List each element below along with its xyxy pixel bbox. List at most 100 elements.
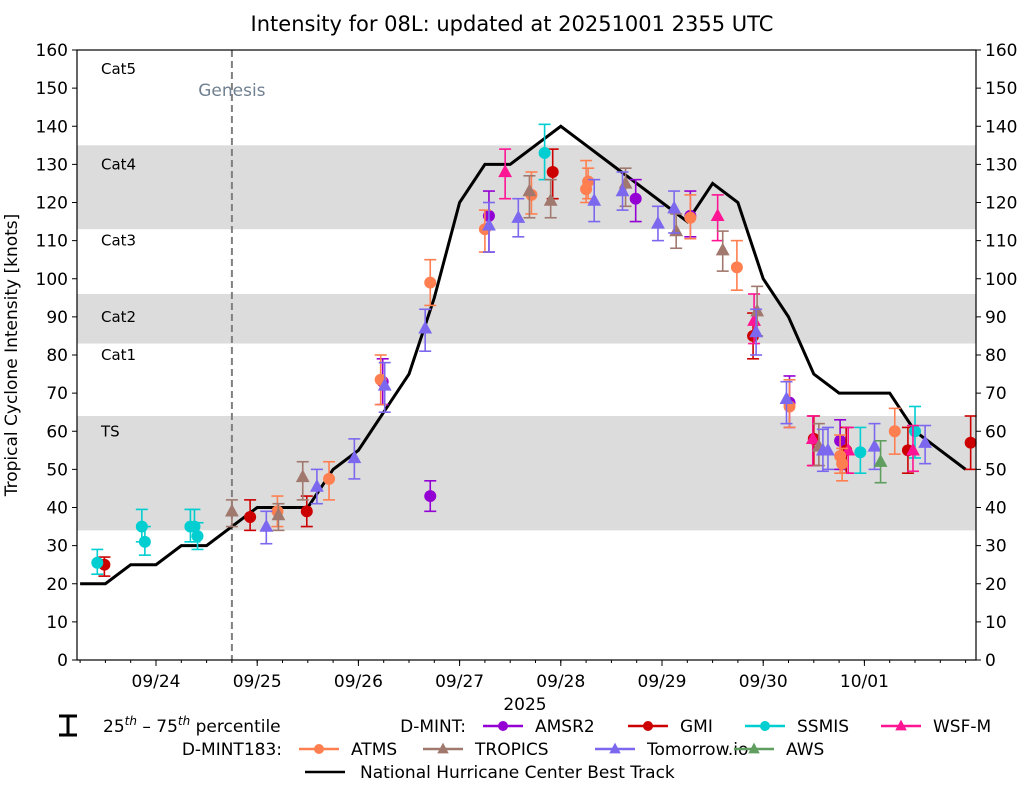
data-point — [347, 438, 362, 480]
y-tick-label-right: 30 — [985, 537, 1007, 557]
legend-triangle-marker — [895, 719, 907, 731]
triangle-marker — [543, 193, 558, 206]
y-tick-label-right: 140 — [985, 117, 1017, 137]
data-point — [225, 499, 239, 528]
triangle-marker — [347, 450, 362, 464]
triangle-marker — [749, 324, 764, 338]
triangle-marker — [587, 193, 602, 206]
band-ts — [77, 416, 976, 531]
legend-item-amsr2: AMSR2 — [483, 717, 595, 737]
data-point — [749, 308, 764, 356]
best-track — [80, 124, 967, 586]
legend-label: AWS — [786, 740, 824, 760]
data-point — [779, 380, 794, 425]
y-tick-label-left: 60 — [46, 422, 68, 442]
data-point — [836, 447, 849, 482]
data-points — [91, 123, 977, 577]
legend-label: SSMIS — [797, 717, 849, 737]
legend-circle-marker — [498, 721, 508, 731]
legend-label: AMSR2 — [535, 717, 595, 737]
x-axis-label: 2025 — [503, 695, 546, 715]
legend-item-tropics: TROPICS — [423, 740, 549, 760]
genesis-label: Genesis — [198, 81, 265, 101]
x-tick-label: 09/25 — [233, 672, 282, 692]
category-label: Cat4 — [101, 155, 136, 173]
y-tick-label-right: 50 — [985, 460, 1007, 480]
y-tick-label-right: 100 — [985, 270, 1017, 290]
data-point — [651, 205, 665, 242]
circle-marker — [964, 436, 977, 449]
y-tick-label-right: 60 — [985, 422, 1007, 442]
data-point — [821, 426, 835, 471]
data-point — [615, 171, 630, 211]
triangle-marker — [651, 215, 665, 229]
circle-marker — [836, 457, 849, 470]
y-tick-label-right: 130 — [985, 155, 1017, 175]
data-point — [418, 308, 433, 352]
y-tick-label-right: 20 — [985, 575, 1007, 595]
triangle-marker — [295, 469, 310, 483]
y-tick-label-left: 140 — [36, 117, 68, 137]
data-point — [424, 258, 437, 307]
y-tick-label-right: 120 — [985, 194, 1017, 214]
circle-marker — [538, 146, 551, 159]
x-tick-label: 09/24 — [132, 672, 181, 692]
legend-circle-marker — [643, 721, 653, 731]
y-tick-label-left: 50 — [46, 460, 68, 480]
y-tick-label-left: 0 — [57, 651, 68, 671]
circle-marker — [323, 472, 336, 485]
triangle-marker — [805, 431, 820, 445]
axes: 0 0 10 10 20 20 30 30 40 40 50 50 60 60 70 70 80 80 90 90 10… — [36, 41, 1018, 692]
data-point — [867, 422, 882, 471]
category-label: Cat1 — [101, 346, 136, 364]
y-tick-label-right: 90 — [985, 308, 1007, 328]
legend-label: ATMS — [351, 740, 397, 760]
legend-group-dmint: D-MINT: — [400, 717, 466, 737]
band-cat2 — [77, 294, 976, 344]
legend-label: TROPICS — [474, 740, 549, 760]
triangle-marker — [715, 242, 730, 256]
circle-marker — [244, 511, 257, 524]
circle-marker — [909, 425, 921, 438]
legend-item-ssmis: SSMIS — [745, 717, 849, 737]
circle-marker — [91, 556, 104, 569]
data-point — [377, 361, 392, 413]
best-track-line — [80, 124, 967, 586]
y-tick-label-right: 10 — [985, 613, 1007, 633]
triangle-marker — [310, 478, 324, 492]
data-point — [271, 502, 286, 532]
data-point — [873, 439, 888, 484]
category-label: Cat3 — [101, 232, 136, 250]
x-tick-label: 10/01 — [840, 672, 889, 692]
data-point — [295, 460, 310, 501]
triangle-marker — [615, 183, 630, 197]
circle-marker — [424, 276, 437, 289]
data-point — [91, 548, 104, 576]
data-point — [191, 521, 204, 551]
triangle-marker — [710, 208, 725, 222]
circle-marker — [888, 425, 901, 438]
legend-label: GMI — [680, 717, 713, 737]
percentile-label: 25th – 75th percentile — [103, 714, 281, 737]
data-point — [259, 510, 274, 545]
y-tick-label-left: 90 — [46, 308, 68, 328]
y-tick-label-left: 10 — [46, 613, 68, 633]
data-point — [511, 197, 526, 238]
circle-marker — [191, 530, 204, 543]
y-tick-label-right: 150 — [985, 79, 1017, 99]
y-tick-label-left: 70 — [46, 384, 68, 404]
y-tick-label-right: 40 — [985, 499, 1007, 519]
data-point — [498, 148, 513, 200]
data-point — [918, 424, 933, 465]
data-point — [667, 190, 682, 234]
series-tomorrow-io — [259, 171, 933, 545]
triangle-marker — [482, 217, 496, 231]
triangle-marker — [511, 210, 526, 223]
genesis-marker: Genesis — [198, 50, 266, 660]
y-tick-label-right: 80 — [985, 346, 1007, 366]
x-tick-label: 09/26 — [334, 672, 383, 692]
y-tick-label-right: 160 — [985, 41, 1017, 61]
category-bands — [77, 145, 976, 531]
legend-item-gmi: GMI — [628, 717, 713, 737]
